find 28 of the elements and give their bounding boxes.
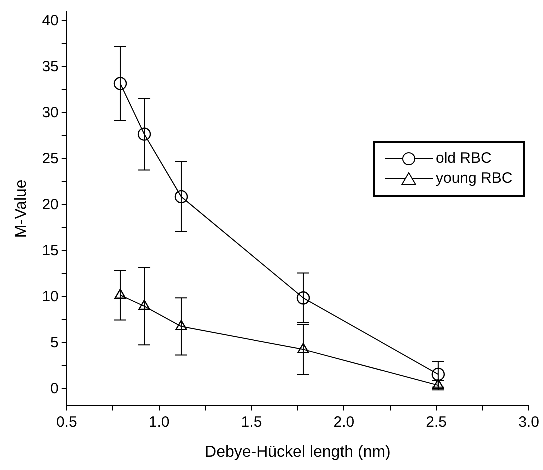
point — [114, 288, 126, 299]
y-tick-label: 20 — [42, 196, 59, 214]
x-axis-title: Debye-Hückel length (nm) — [205, 444, 391, 461]
point — [432, 368, 446, 382]
legend-label: young RBC — [436, 170, 513, 188]
y-tick-label: 10 — [42, 288, 59, 306]
y-tick-label: 5 — [50, 334, 59, 352]
legend-label: old RBC — [436, 150, 492, 168]
y-axis-title: M-Value — [13, 180, 30, 238]
y-tick-label: 25 — [42, 150, 59, 168]
point — [114, 77, 128, 90]
text: 2.0 — [334, 414, 355, 431]
y-tick-label: 30 — [42, 104, 59, 122]
y-tick-label: 0 — [50, 380, 59, 398]
point — [138, 128, 152, 141]
x-tick-label: 2.5 — [426, 414, 448, 431]
x-tick-label: 1.5 — [241, 414, 262, 431]
point — [176, 320, 188, 330]
y-tick-label: 40 — [42, 12, 59, 30]
point — [298, 343, 310, 354]
x-tick-label: 0.5 — [56, 414, 78, 431]
point — [138, 300, 150, 310]
y-tick-label: 15 — [42, 242, 59, 260]
y-tick-label: 35 — [42, 58, 59, 76]
point — [174, 190, 188, 204]
text: 1.0 — [148, 414, 170, 431]
text: 3.0 — [518, 414, 540, 431]
point — [296, 292, 310, 305]
